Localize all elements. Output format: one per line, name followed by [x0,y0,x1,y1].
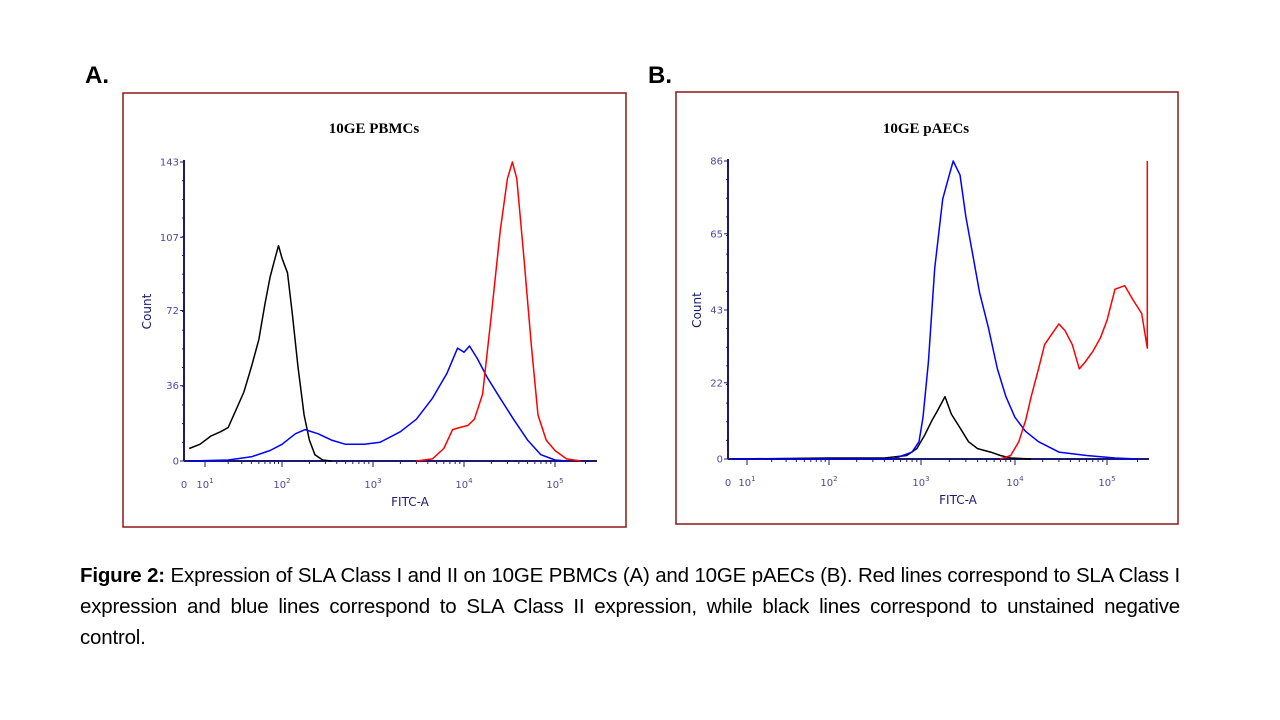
panel-a-label: A. [85,62,109,89]
x-tick-label: 0 [181,480,187,491]
x-tick-label: 101 [196,477,213,491]
x-tick-label: 105 [546,477,563,491]
y-axis-label: Count [690,292,704,328]
panel-frame [675,91,1179,525]
x-tick-label: 104 [1006,475,1024,489]
sla-class-i-histogram [416,161,581,462]
x-tick-label: 103 [912,475,929,489]
caption-label: Figure 2: [80,564,165,587]
y-tick-label: 72 [166,306,179,317]
y-tick-label: 36 [166,381,179,392]
control-histogram [188,244,332,462]
y-tick-label: 0 [717,455,723,466]
caption-text: Expression of SLA Class I and II on 10GE… [80,564,1180,649]
y-tick-label: 22 [710,378,723,389]
sla-class-ii-histogram [732,160,1138,460]
sla-class-ii-histogram [189,345,567,462]
figure-caption: Figure 2: Expression of SLA Class I and … [80,560,1180,653]
y-tick-label: 65 [710,229,723,240]
sla-class-i-histogram [1000,161,1149,460]
x-tick-label: 101 [738,475,755,489]
chart-title: 10GE pAECs [883,121,969,137]
y-tick-label: 107 [160,233,179,244]
panel-frame [122,92,627,528]
x-tick-label: 105 [1098,475,1115,489]
y-axis-label: Count [140,293,154,329]
x-axis-label: FITC-A [391,495,430,509]
panel-b-label: B. [648,62,672,89]
y-tick-label: 43 [710,306,723,317]
y-tick-label: 143 [160,158,179,169]
x-tick-label: 0 [725,478,731,489]
histogram-panel-b: 10GE pAECs 0 22 43 65 86 0 101 102 103 104 105 FITC-… [675,91,1179,525]
x-tick-label: 103 [364,477,381,491]
y-tick-label: 0 [173,457,179,468]
control-histogram [732,395,1032,460]
y-tick-label: 86 [710,157,723,168]
x-axis-label: FITC-A [939,493,978,507]
histogram-panel-a: 10GE PBMCs 0 36 72 107 143 0 101 102 103 104 105 FIT… [122,92,627,528]
x-tick-label: 102 [820,475,837,489]
chart-title: 10GE PBMCs [329,121,420,137]
x-tick-label: 102 [273,477,290,491]
x-tick-label: 104 [455,477,473,491]
